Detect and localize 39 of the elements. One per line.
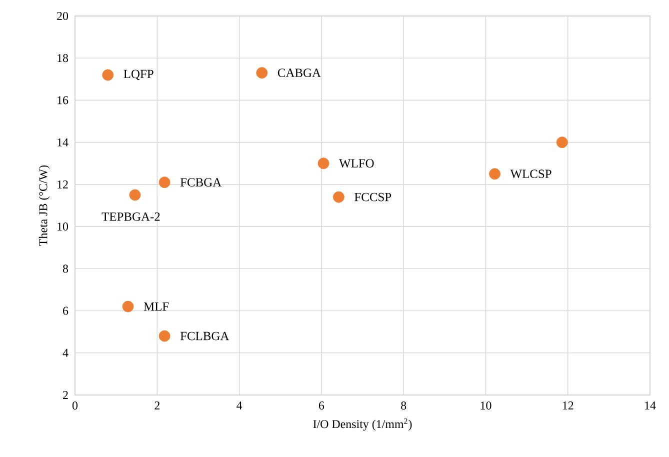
x-tick-label: 8 [401,402,406,410]
annotation: CABGA [278,68,321,78]
annotation: LQFP [124,70,154,80]
point [122,300,134,312]
annotation: MLF [144,302,169,311]
point [556,136,568,148]
y-tick-label: 16 [58,96,68,104]
y-tick-label: 10 [58,222,68,231]
y-tick-label: 4 [62,348,68,357]
annotation: FCLBGA [180,332,230,340]
x-tick-label: 12 [562,402,574,410]
point [129,189,141,201]
x-tick-label: 0 [72,402,78,410]
annotation: WLFO [339,159,374,168]
point [158,176,170,188]
point [256,67,268,79]
point [489,168,500,180]
y-tick-label: 6 [63,306,68,315]
y-tick-label: 18 [58,54,68,62]
y-axis-title: Theta JB (°C/W) [38,165,50,246]
annotation: TEPBGA-2 [102,212,160,221]
y-tick-label: 2 [63,391,68,399]
x-tick-label: 14 [645,402,656,410]
y-tick-label: 20 [57,12,68,20]
x-tick-label: 6 [318,402,324,410]
annotation: FCBGA [180,178,222,187]
x-tick-label: 4 [236,402,242,410]
x-axis-title: I/O Density (1/mm$^{2}$) [313,418,412,431]
annotation: FCCSP [354,192,392,202]
x-tick-label: 10 [480,402,492,410]
y-tick-label: 12 [58,180,68,188]
point [318,158,330,170]
point [332,191,344,203]
y-tick-label: 8 [62,264,68,273]
x-tick-label: 2 [154,402,160,410]
point [102,69,114,81]
annotation: WLCSP [510,170,552,178]
point [158,330,170,342]
y-tick-label: 14 [58,138,68,146]
